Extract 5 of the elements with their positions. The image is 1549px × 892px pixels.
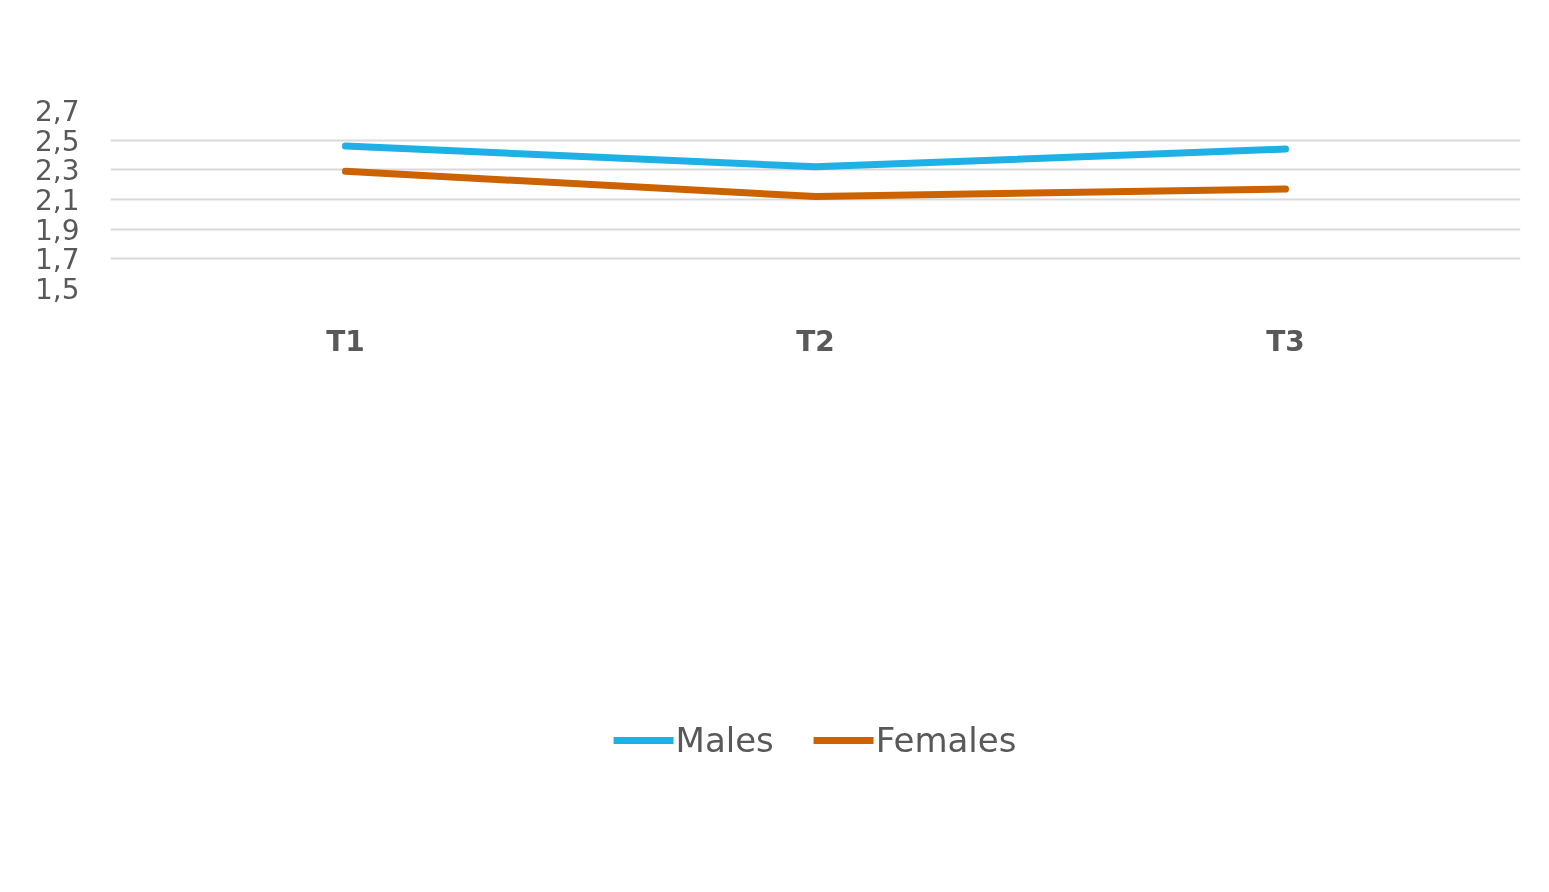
legend-label: Females	[875, 720, 1017, 760]
x-tick-label: T1	[326, 324, 365, 358]
legend-label: Males	[675, 720, 774, 760]
x-tick-label: T2	[796, 324, 835, 358]
x-tick-label: T3	[1266, 324, 1305, 358]
